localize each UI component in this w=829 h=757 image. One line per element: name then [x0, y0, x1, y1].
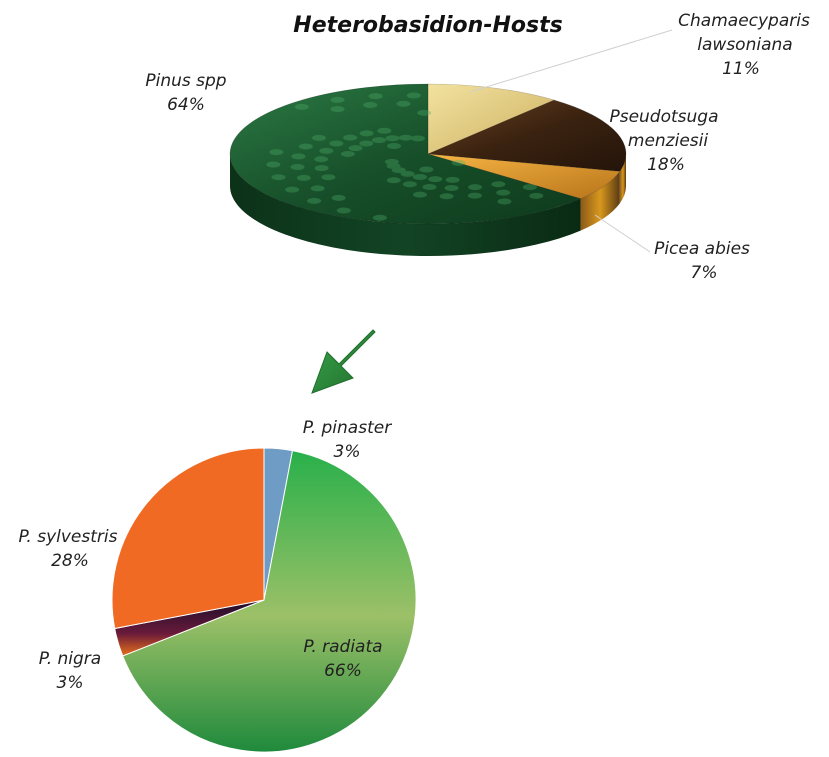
slice-picea-abies	[427, 153, 621, 199]
slice-value-label: 11%	[722, 59, 760, 79]
slice-side-pseudotsuga-menziesii	[619, 154, 626, 204]
leader-line	[594, 214, 651, 253]
slice-p-sylvestris	[111, 447, 265, 630]
label-picea-abies: Picea abies 7%	[654, 239, 750, 283]
slice-texture	[266, 92, 544, 221]
slice-label-text: Pseudotsuga	[609, 107, 718, 127]
pinus-pie-chart	[111, 447, 417, 753]
slice-value-label: 18%	[647, 155, 685, 175]
host-pie-chart	[229, 29, 673, 257]
label-p-radiata: P. radiata 66%	[303, 637, 382, 681]
label-p-nigra: P. nigra 3%	[39, 649, 101, 693]
slice-label-text: menziesii	[628, 131, 708, 151]
slice-p-radiata	[122, 450, 417, 753]
leader-line	[469, 29, 673, 93]
down-left-arrow-icon	[311, 329, 376, 394]
label-chamaecyparis-lawsoniana: Chamaecyparis lawsoniana 11%	[678, 11, 810, 79]
chart-title: Heterobasidion-Hosts	[293, 13, 562, 38]
slice-value-label: 66%	[324, 661, 362, 681]
label-pinus-spp: Pinus spp 64%	[145, 71, 226, 115]
label-p-sylvestris: P. sylvestris 28%	[19, 527, 118, 571]
slice-value-label: 28%	[51, 551, 89, 571]
label-pseudotsuga-menziesii: Pseudotsuga menziesii 18%	[609, 107, 718, 175]
slice-label-text: Chamaecyparis	[678, 11, 810, 31]
slice-value-label: 3%	[334, 442, 361, 462]
slice-value-label: 3%	[57, 673, 84, 693]
slice-label-text: lawsoniana	[697, 35, 792, 55]
slice-label-text: P. pinaster	[303, 418, 392, 438]
slice-label-text: Picea abies	[654, 239, 750, 259]
slice-side-picea-abies	[580, 171, 620, 231]
slice-value-label: 7%	[691, 263, 718, 283]
label-p-pinaster: P. pinaster 3%	[303, 418, 392, 462]
slice-label-text: P. radiata	[303, 637, 382, 657]
slice-chamaecyparis-lawsoniana	[427, 83, 556, 155]
slice-pseudotsuga-menziesii	[427, 99, 627, 172]
slice-label-text: Pinus spp	[145, 71, 226, 91]
slice-label-text: P. nigra	[39, 649, 101, 669]
slice-label-text: P. sylvestris	[19, 527, 118, 547]
slice-value-label: 64%	[167, 95, 205, 115]
slice-pinus-spp	[229, 83, 582, 225]
slice-side-pinus-spp	[229, 154, 581, 257]
